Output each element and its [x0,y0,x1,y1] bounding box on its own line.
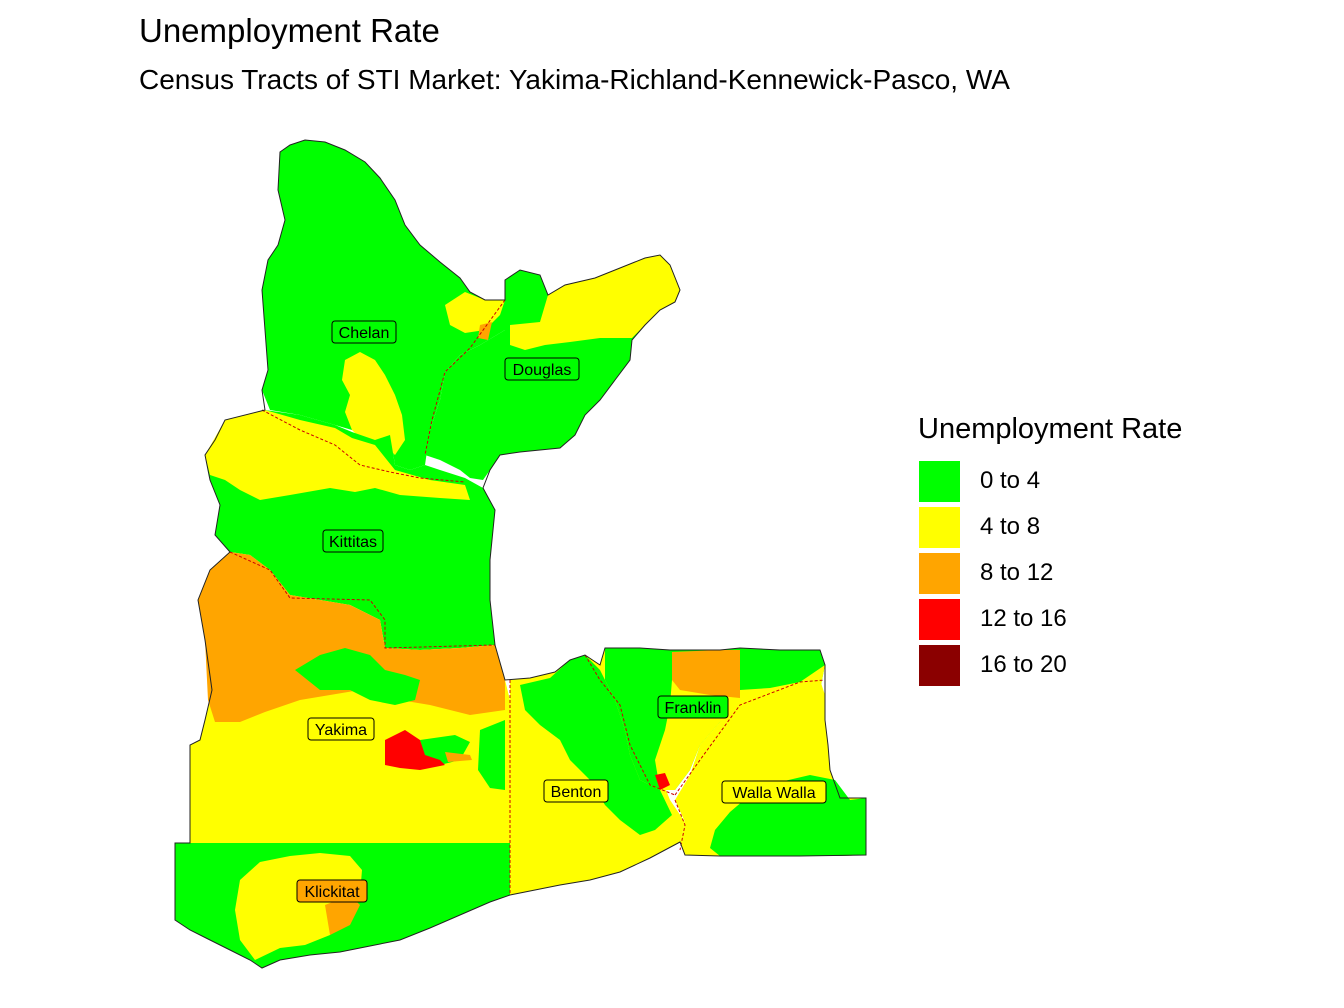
county-name-kittitas: Kittitas [329,534,377,551]
benton-tract-green [520,655,672,835]
tract-fills [175,140,866,968]
border-kittitas-yakima [229,551,496,649]
county-label-klickitat: Klickitat [296,879,368,903]
chelan-county-fill [262,140,505,470]
county-borders [229,299,826,895]
border-benton-walla-walla [674,799,686,851]
county-label-douglas: Douglas [504,357,580,381]
legend-swatch [918,597,961,641]
state-outline [174,139,867,969]
legend-swatch [918,643,961,687]
legend-item: 0 to 4 [918,458,1182,504]
county-name-klickitat: Klickitat [304,884,360,901]
county-name-franklin: Franklin [665,700,722,717]
county-name-chelan: Chelan [339,325,390,342]
border-franklin-walla-walla [674,679,826,796]
border-benton-franklin [584,654,676,796]
legend-item: 4 to 8 [918,504,1182,550]
klickitat-tract-orange [325,895,360,935]
map-title: Unemployment Rate [139,12,440,49]
outline-north [174,139,867,969]
yakima-tract-green [295,648,420,705]
border-chelan-kittitas [261,409,466,483]
county-label-benton: Benton [543,779,609,803]
chelan-tract-orange [478,322,492,340]
legend-swatch [918,459,961,503]
county-label-chelan: Chelan [331,320,397,344]
legend-item: 8 to 12 [918,550,1182,596]
county-labels: Chelan Douglas Kittitas Yakima Benton Fr… [296,320,827,903]
legend-item: 16 to 20 [918,642,1182,688]
map-legend: Unemployment Rate 0 to 4 4 to 8 8 to 12 … [918,413,1182,688]
map-subtitle: Census Tracts of STI Market: Yakima-Rich… [139,64,1010,95]
yakima-tract-green-3 [478,720,505,790]
legend-swatch [918,505,961,549]
chelan-tract-yellow [342,352,405,455]
legend-label: 16 to 20 [980,651,1067,678]
yakima-tract-orange [198,552,505,722]
county-label-franklin: Franklin [657,695,729,719]
kittitas-tract-yellow [205,410,470,500]
county-name-douglas: Douglas [513,362,572,379]
county-name-benton: Benton [551,784,602,801]
franklin-tract-red [655,773,670,790]
legend-title: Unemployment Rate [918,413,1183,445]
douglas-tract-yellow [510,255,680,350]
county-name-yakima: Yakima [315,722,367,739]
county-label-walla-walla: Walla Walla [721,780,827,804]
legend-label: 4 to 8 [980,513,1041,540]
legend-item: 12 to 16 [918,596,1182,642]
legend-swatch [918,551,961,595]
yakima-tract-red [385,730,445,770]
legend-label: 12 to 16 [980,605,1067,632]
legend-label: 0 to 4 [980,467,1041,494]
county-name-walla-walla: Walla Walla [732,785,815,802]
border-chelan-douglas [424,299,506,456]
county-label-kittitas: Kittitas [322,529,384,553]
franklin-tract-orange [672,650,740,698]
yakima-tract-orange-2 [445,752,472,762]
walla-walla-tract-green [710,775,866,856]
legend-label: 8 to 12 [980,559,1054,586]
county-label-yakima: Yakima [307,717,375,741]
